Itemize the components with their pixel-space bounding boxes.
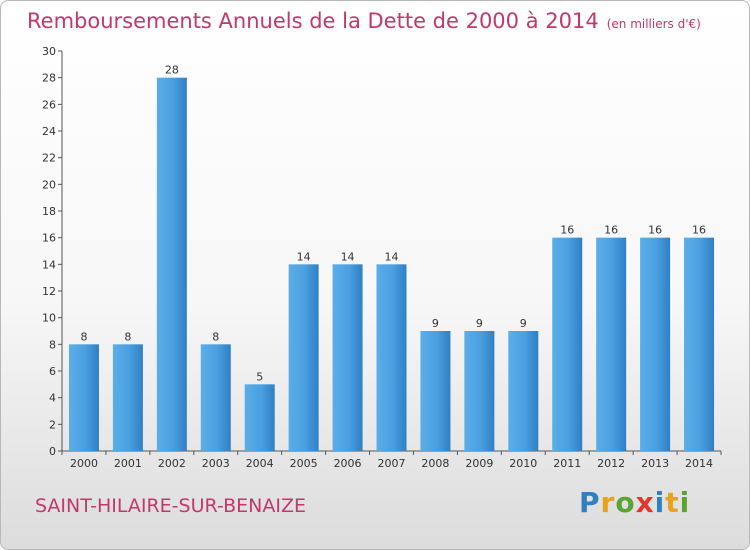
proxiti-logo[interactable]: Proxiti bbox=[579, 486, 690, 519]
chart-title-text: Remboursements Annuels de la Dette de 20… bbox=[27, 9, 599, 33]
x-tick-label: 2008 bbox=[421, 457, 449, 470]
bar-value-label: 14 bbox=[341, 250, 355, 263]
bar bbox=[200, 344, 231, 451]
y-tick-label: 22 bbox=[42, 152, 56, 165]
y-tick-label: 0 bbox=[49, 445, 56, 458]
bar bbox=[332, 264, 363, 451]
logo-letter: i bbox=[654, 486, 666, 519]
chart-bars bbox=[68, 77, 715, 452]
x-tick-label: 2007 bbox=[378, 457, 406, 470]
x-tick-label: 2012 bbox=[597, 457, 625, 470]
bar-value-label: 9 bbox=[432, 317, 439, 330]
chart-labels: 8 2000 8 2001 28 2002 8 2003 5 2004 14 2005 14 2006 14… bbox=[70, 64, 713, 470]
x-tick-label: 2005 bbox=[290, 457, 318, 470]
logo-letter: t bbox=[665, 486, 680, 519]
x-tick-label: 2000 bbox=[70, 457, 98, 470]
logo-letter: r bbox=[600, 486, 616, 519]
bar bbox=[464, 331, 495, 451]
bar-value-label: 9 bbox=[476, 317, 483, 330]
x-tick-label: 2004 bbox=[246, 457, 274, 470]
bar bbox=[508, 331, 539, 451]
y-tick-label: 20 bbox=[42, 178, 56, 191]
x-tick-label: 2014 bbox=[685, 457, 713, 470]
y-tick-label: 14 bbox=[42, 258, 56, 271]
bar-value-label: 14 bbox=[385, 250, 399, 263]
bar-value-label: 5 bbox=[256, 370, 263, 383]
commune-name: SAINT-HILAIRE-SUR-BENAIZE bbox=[35, 495, 306, 517]
x-tick-label: 2002 bbox=[158, 457, 186, 470]
bar bbox=[288, 264, 319, 451]
bar bbox=[156, 77, 187, 452]
bar-value-label: 28 bbox=[165, 64, 179, 77]
y-tick-label: 10 bbox=[42, 312, 56, 325]
chart-title: Remboursements Annuels de la Dette de 20… bbox=[27, 9, 701, 33]
bar-value-label: 16 bbox=[604, 224, 618, 237]
bar-value-label: 8 bbox=[212, 330, 219, 343]
bar-value-label: 16 bbox=[648, 224, 662, 237]
x-tick-label: 2011 bbox=[553, 457, 581, 470]
y-tick-label: 4 bbox=[49, 392, 56, 405]
x-tick-label: 2001 bbox=[114, 457, 142, 470]
bar bbox=[376, 264, 407, 451]
bar-value-label: 14 bbox=[297, 250, 311, 263]
x-tick-label: 2006 bbox=[334, 457, 362, 470]
bar bbox=[596, 237, 627, 451]
x-tick-label: 2009 bbox=[465, 457, 493, 470]
bar-value-label: 8 bbox=[124, 330, 131, 343]
chart-unit: (en milliers d'€) bbox=[606, 17, 701, 31]
bar bbox=[420, 331, 451, 451]
y-tick-label: 2 bbox=[49, 418, 56, 431]
x-tick-label: 2010 bbox=[509, 457, 537, 470]
logo-letter: i bbox=[679, 486, 691, 519]
y-tick-label: 6 bbox=[49, 365, 56, 378]
x-tick-label: 2013 bbox=[641, 457, 669, 470]
y-tick-label: 24 bbox=[42, 125, 56, 138]
y-tick-label: 26 bbox=[42, 98, 56, 111]
bar-value-label: 8 bbox=[80, 330, 87, 343]
y-tick-label: 16 bbox=[42, 232, 56, 245]
logo-letter: o bbox=[615, 486, 636, 519]
y-tick-label: 30 bbox=[42, 45, 56, 58]
y-tick-label: 8 bbox=[49, 338, 56, 351]
bar bbox=[640, 237, 671, 451]
y-tick-label: 18 bbox=[42, 205, 56, 218]
logo-letter: P bbox=[579, 486, 601, 519]
logo-letter: x bbox=[635, 486, 655, 519]
bar-value-label: 9 bbox=[520, 317, 527, 330]
y-tick-label: 28 bbox=[42, 72, 56, 85]
bar-value-label: 16 bbox=[560, 224, 574, 237]
bar bbox=[112, 344, 143, 451]
y-tick-label: 12 bbox=[42, 285, 56, 298]
bar-value-label: 16 bbox=[692, 224, 706, 237]
x-tick-label: 2003 bbox=[202, 457, 230, 470]
bar bbox=[684, 237, 715, 451]
bar bbox=[552, 237, 583, 451]
bar bbox=[244, 384, 275, 451]
bar bbox=[68, 344, 99, 451]
